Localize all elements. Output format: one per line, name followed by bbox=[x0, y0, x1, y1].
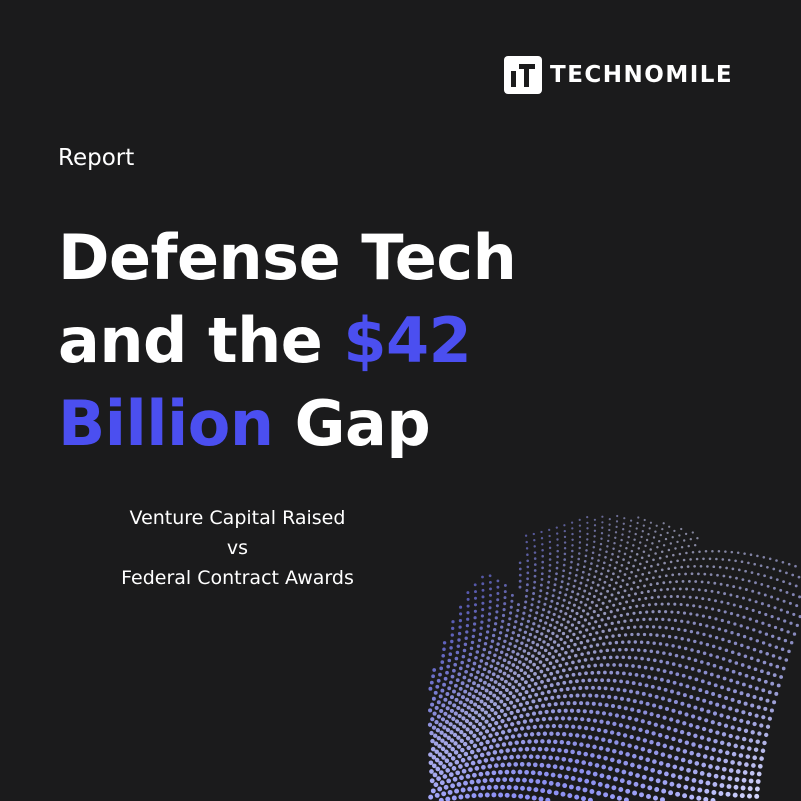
brand-logo: TECHNOMILE bbox=[504, 56, 733, 94]
brand-name: TECHNOMILE bbox=[550, 62, 734, 88]
technomile-logo-icon bbox=[504, 56, 542, 94]
report-subtitle: Venture Capital Raised vs Federal Contra… bbox=[95, 503, 380, 593]
report-label: Report bbox=[58, 145, 135, 171]
subtitle-line-3: Federal Contract Awards bbox=[121, 567, 354, 589]
subtitle-line-2: vs bbox=[226, 537, 249, 559]
title-line-2-prefix: and the bbox=[58, 304, 344, 377]
title-line-3: Billion Gap bbox=[58, 382, 658, 465]
title-billion: Billion bbox=[58, 387, 274, 460]
title-amount: $42 bbox=[343, 304, 472, 377]
title-line-3-suffix: Gap bbox=[273, 387, 431, 460]
report-title: Defense Tech and the $42 Billion Gap bbox=[58, 216, 658, 465]
title-line-1: Defense Tech bbox=[58, 221, 517, 294]
title-line-2: and the $42 bbox=[58, 299, 658, 382]
subtitle-line-1: Venture Capital Raised bbox=[129, 507, 346, 529]
